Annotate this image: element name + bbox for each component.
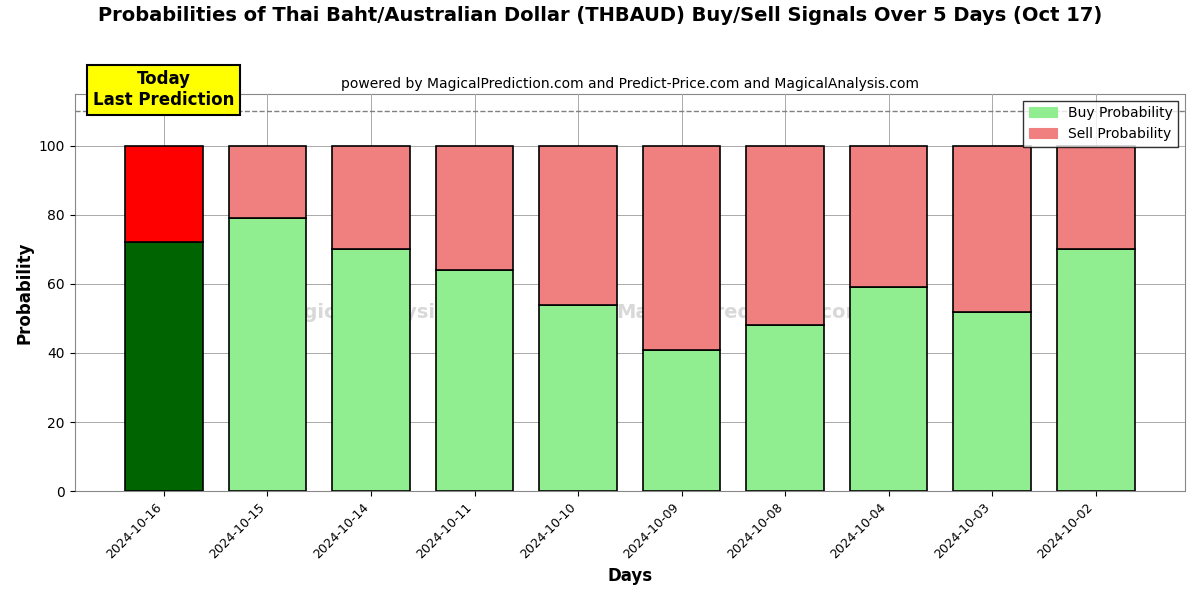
Bar — [1057, 249, 1134, 491]
Bar — [332, 249, 410, 491]
Bar — [1057, 146, 1134, 249]
Bar — [332, 146, 410, 249]
Bar — [643, 350, 720, 491]
Bar — [436, 270, 514, 491]
Bar — [229, 218, 306, 491]
Bar — [953, 146, 1031, 311]
Text: MagicalPrediction.com: MagicalPrediction.com — [616, 303, 865, 322]
Legend: Buy Probability, Sell Probability: Buy Probability, Sell Probability — [1024, 101, 1178, 147]
X-axis label: Days: Days — [607, 567, 653, 585]
Text: MagicalAnalysis.com: MagicalAnalysis.com — [271, 303, 499, 322]
Bar — [539, 146, 617, 305]
Bar — [229, 146, 306, 218]
Bar — [850, 146, 928, 287]
Bar — [436, 146, 514, 270]
Y-axis label: Probability: Probability — [16, 241, 34, 344]
Title: powered by MagicalPrediction.com and Predict-Price.com and MagicalAnalysis.com: powered by MagicalPrediction.com and Pre… — [341, 77, 919, 91]
Bar — [746, 146, 824, 325]
Text: Today
Last Prediction: Today Last Prediction — [94, 70, 235, 109]
Bar — [539, 305, 617, 491]
Bar — [850, 287, 928, 491]
Bar — [125, 242, 203, 491]
Bar — [643, 146, 720, 350]
Bar — [125, 146, 203, 242]
Bar — [746, 325, 824, 491]
Bar — [953, 311, 1031, 491]
Text: Probabilities of Thai Baht/Australian Dollar (THBAUD) Buy/Sell Signals Over 5 Da: Probabilities of Thai Baht/Australian Do… — [98, 6, 1102, 25]
